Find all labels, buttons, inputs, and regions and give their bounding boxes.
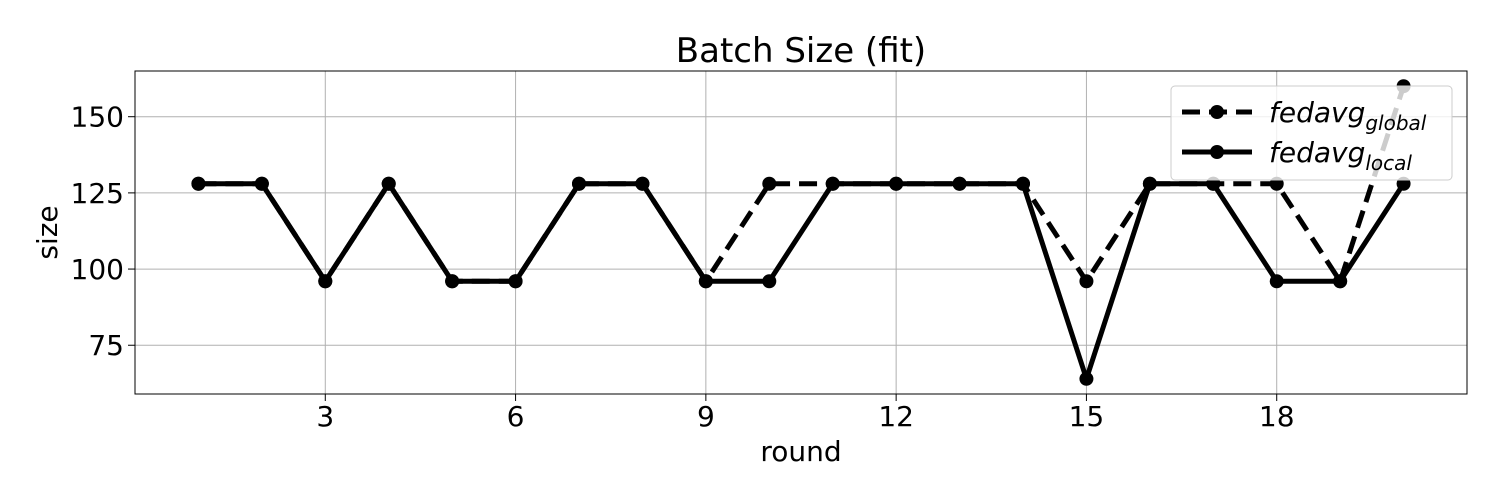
legend-label-global: fedavgglobal bbox=[1269, 96, 1427, 135]
data-point-global bbox=[762, 176, 777, 191]
data-point-local bbox=[889, 176, 904, 191]
data-point-local bbox=[572, 176, 586, 191]
x-axis-label: round bbox=[760, 435, 841, 468]
plot-area-frame bbox=[134, 70, 1468, 395]
data-point-local bbox=[191, 176, 206, 191]
legend-label-subscript: global bbox=[1365, 111, 1426, 135]
axis-ticks: 3 6 9 12 15 18 75 100 125 150 bbox=[71, 101, 1295, 433]
y-axis-label: size bbox=[31, 205, 64, 259]
legend-swatch-marker bbox=[1210, 105, 1224, 119]
x-tick-label: 18 bbox=[1259, 400, 1295, 433]
x-tick-label: 12 bbox=[878, 400, 914, 433]
series-layer bbox=[191, 79, 1411, 386]
y-tick-label: 125 bbox=[71, 177, 124, 210]
data-point-local bbox=[635, 176, 650, 191]
y-tick-label: 150 bbox=[71, 101, 124, 134]
legend-swatch-marker bbox=[1210, 145, 1224, 159]
data-point-global bbox=[1079, 274, 1094, 289]
y-tick-label: 100 bbox=[71, 253, 124, 286]
data-point-local bbox=[254, 176, 269, 191]
y-tick-label: 75 bbox=[88, 329, 124, 362]
legend-label-name: fedavg bbox=[1269, 136, 1365, 169]
data-point-local bbox=[825, 176, 840, 191]
series-line-fedavg-local bbox=[198, 181, 1406, 382]
data-point-local bbox=[381, 176, 396, 191]
data-point-local bbox=[762, 274, 777, 289]
x-tick-label: 6 bbox=[507, 400, 525, 433]
x-tick-label: 15 bbox=[1069, 400, 1105, 433]
data-point-local bbox=[698, 274, 713, 289]
data-point-local bbox=[445, 274, 460, 289]
data-point-local bbox=[1016, 176, 1030, 191]
legend-label-subscript: local bbox=[1365, 151, 1412, 175]
series-line-fedavg-global bbox=[198, 85, 1406, 284]
data-point-local bbox=[1333, 274, 1348, 289]
legend-label-name: fedavg bbox=[1269, 96, 1365, 129]
data-point-local bbox=[952, 176, 967, 191]
chart-title: Batch Size (fit) bbox=[676, 31, 926, 71]
data-point-local bbox=[508, 274, 523, 289]
legend-label-local: fedavglocal bbox=[1269, 136, 1412, 175]
data-point-local bbox=[1269, 274, 1284, 289]
data-point-local bbox=[1079, 371, 1094, 386]
x-tick-label: 9 bbox=[697, 400, 715, 433]
data-point-local bbox=[1142, 176, 1157, 191]
data-point-local bbox=[318, 274, 333, 289]
x-tick-label: 3 bbox=[316, 400, 334, 433]
